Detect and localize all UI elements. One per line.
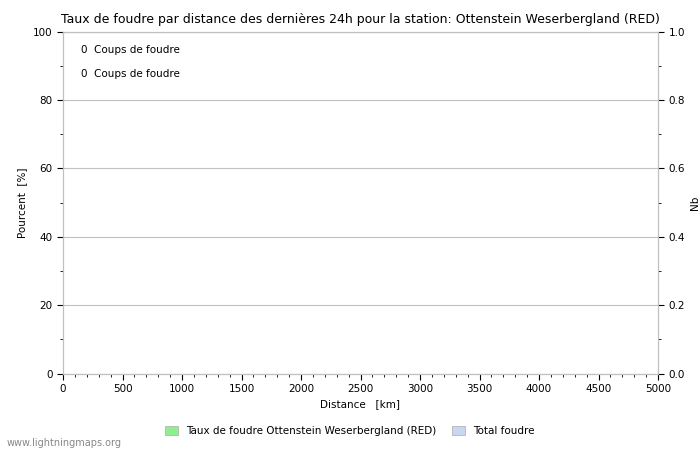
Text: 0  Coups de foudre: 0 Coups de foudre <box>80 45 180 55</box>
X-axis label: Distance   [km]: Distance [km] <box>321 400 400 410</box>
Legend: Taux de foudre Ottenstein Weserbergland (RED), Total foudre: Taux de foudre Ottenstein Weserbergland … <box>161 422 539 440</box>
Text: www.lightningmaps.org: www.lightningmaps.org <box>7 438 122 448</box>
Y-axis label: Nb: Nb <box>690 195 700 210</box>
Text: 0  Coups de foudre: 0 Coups de foudre <box>80 69 180 79</box>
Title: Taux de foudre par distance des dernières 24h pour la station: Ottenstein Weserb: Taux de foudre par distance des dernière… <box>61 13 660 26</box>
Y-axis label: Pourcent  [%]: Pourcent [%] <box>18 167 27 238</box>
